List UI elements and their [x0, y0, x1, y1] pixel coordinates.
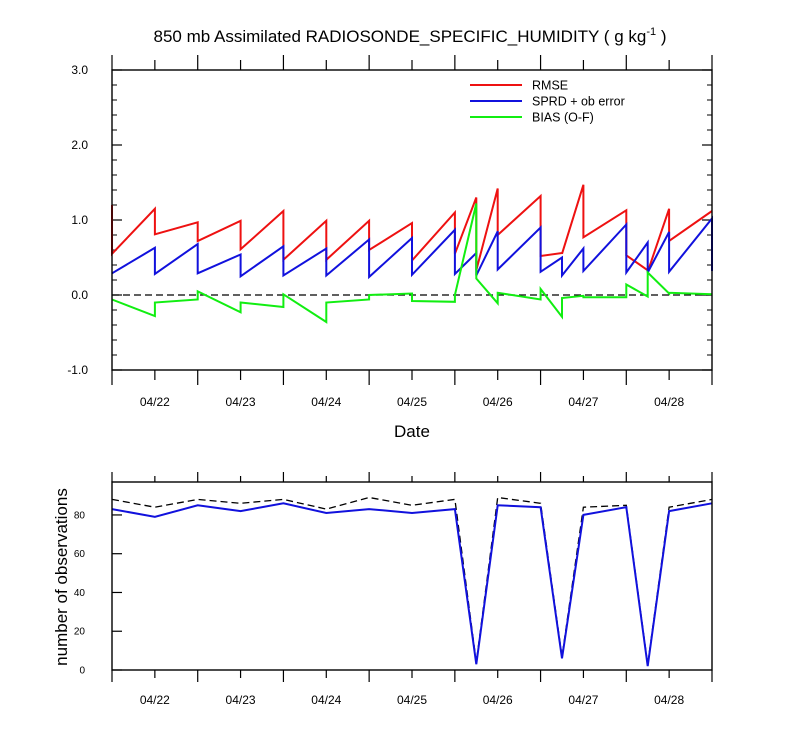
y-tick-label: 80: [74, 510, 86, 521]
x-tick-label: 04/28: [654, 693, 684, 707]
legend-label: SPRD + ob error: [532, 95, 625, 109]
x-tick-label: 04/27: [568, 395, 598, 409]
y-tick-label: 0.0: [71, 288, 88, 302]
x-tick-label: 04/27: [568, 693, 598, 707]
chart-title: 850 mb Assimilated RADIOSONDE_SPECIFIC_H…: [154, 26, 667, 46]
plot-frame: [111, 69, 713, 371]
x-tick-label: 04/26: [483, 693, 513, 707]
y-tick-label: 2.0: [71, 138, 88, 152]
x-tick-label: 04/25: [397, 395, 427, 409]
y-tick-label: 20: [74, 627, 86, 638]
bottom-y-axis-label: number of observations: [52, 488, 71, 666]
top-legend: RMSE SPRD + ob error BIAS (O-F): [470, 79, 625, 125]
y-tick-label: -1.0: [67, 363, 88, 377]
x-tick-label: 04/23: [226, 693, 256, 707]
top-plot-area: -1.0 0.0 1.0 2.0 3.0 04/22 04/23 04/24 04/25 04/2…: [67, 55, 713, 409]
x-tick-label: 04/26: [483, 395, 513, 409]
y-tick-label: 60: [74, 549, 86, 560]
series-line-possible: [111, 496, 713, 665]
top-x-axis-label: Date: [394, 422, 430, 441]
x-tick-label: 04/24: [311, 395, 341, 409]
chart-title-end: ): [656, 27, 666, 46]
series-line-bias-o-f: [111, 203, 713, 324]
legend-label: BIAS (O-F): [532, 111, 594, 125]
y-tick-label: 3.0: [71, 63, 88, 77]
bottom-plot-area: 0 20 40 60 80 04/22 04/23 04/24 04/25 04/26 04/27 0…: [74, 472, 713, 707]
x-tick-label: 04/22: [140, 693, 170, 707]
x-tick-label: 04/24: [311, 693, 341, 707]
x-tick-label: 04/23: [226, 395, 256, 409]
chart-title-superscript: -1: [646, 26, 656, 38]
y-tick-label: 40: [74, 588, 86, 599]
chart-title-main: 850 mb Assimilated RADIOSONDE_SPECIFIC_H…: [154, 27, 647, 46]
y-tick-label: 0: [79, 666, 85, 677]
plot-frame: [111, 481, 713, 671]
x-tick-label: 04/28: [654, 395, 684, 409]
series-line-assimilated: [111, 502, 713, 667]
y-tick-label: 1.0: [71, 213, 88, 227]
x-tick-label: 04/22: [140, 395, 170, 409]
x-tick-label: 04/25: [397, 693, 427, 707]
legend-label: RMSE: [532, 79, 568, 93]
